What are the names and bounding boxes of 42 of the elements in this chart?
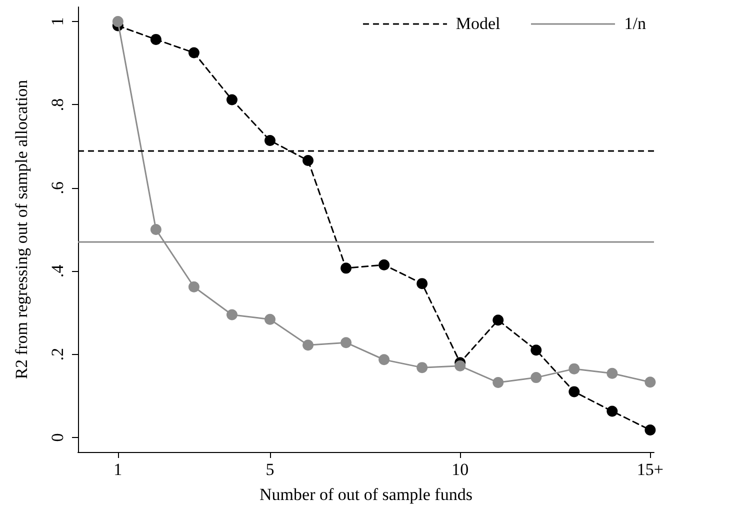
point: [340, 262, 352, 274]
point: [492, 314, 504, 326]
point: [264, 135, 276, 146]
point: [264, 314, 276, 325]
point: [226, 94, 238, 106]
point: [340, 337, 352, 348]
x-tick-label: 1: [114, 460, 122, 479]
x-tick-label: 10: [452, 460, 469, 479]
point: [568, 386, 580, 398]
point: [188, 47, 200, 58]
point: [530, 344, 542, 356]
legend-label: Model: [456, 14, 500, 34]
point: [530, 372, 542, 384]
point: [188, 281, 200, 292]
point: [378, 259, 390, 270]
x-tick-label: 15+: [636, 460, 664, 479]
point: [568, 363, 580, 374]
point: [378, 354, 390, 366]
x-tick-label: 5: [266, 460, 274, 479]
point: [644, 376, 656, 388]
point: [150, 224, 162, 235]
point: [112, 16, 124, 28]
y-tick-label: .2: [48, 348, 67, 361]
y-tick-label: 1: [48, 17, 67, 26]
point: [302, 154, 314, 166]
y-axis-title: R2 from regressing out of sample allocation: [12, 79, 31, 380]
point: [454, 360, 466, 372]
point: [606, 368, 618, 379]
point: [416, 362, 428, 374]
y-tick-label: .8: [48, 98, 67, 112]
point: [492, 377, 504, 388]
point: [226, 309, 238, 320]
y-tick-label: .6: [48, 182, 67, 194]
point: [606, 406, 618, 417]
y-tick-label: .4: [48, 264, 67, 278]
legend-label: 1/n: [624, 14, 646, 34]
point: [150, 34, 162, 45]
point: [416, 278, 428, 290]
point: [644, 424, 656, 436]
y-tick-label: 0: [48, 433, 67, 442]
point: [302, 340, 314, 351]
x-axis-title: Number of out of sample funds: [260, 485, 472, 504]
